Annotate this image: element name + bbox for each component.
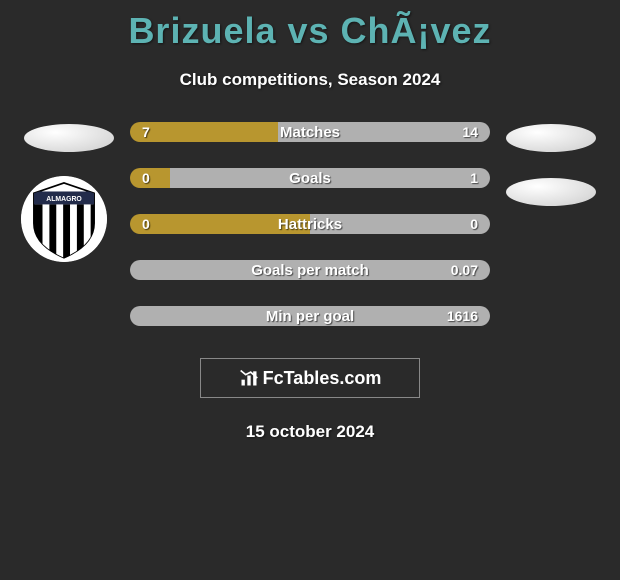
team-badge-almagro: ALMAGRO <box>21 176 107 262</box>
stat-value-right: 0.07 <box>451 262 478 278</box>
stat-row-matches: Matches7 14 <box>130 122 490 142</box>
stat-value-left: 7 <box>142 124 150 140</box>
svg-text:ALMAGRO: ALMAGRO <box>46 196 82 203</box>
stat-row-goals: Goals0 1 <box>130 168 490 188</box>
stats-bars: Matches714Goals01Hattricks00Goals per ma… <box>130 122 490 326</box>
stat-value-right: 14 <box>462 124 478 140</box>
stat-label: Min per goal <box>130 308 490 325</box>
brand-link[interactable]: FcTables.com <box>239 368 382 389</box>
almagro-badge-icon: ALMAGRO <box>21 176 107 262</box>
stat-value-left: 0 <box>142 216 150 232</box>
brand-box[interactable]: FcTables.com <box>200 358 420 398</box>
stat-value-left: 0 <box>142 170 150 186</box>
chart-icon <box>239 368 259 388</box>
stat-label: Hattricks <box>130 216 490 233</box>
brand-text: FcTables.com <box>263 368 382 389</box>
left-column <box>24 122 114 152</box>
subtitle: Club competitions, Season 2024 <box>0 70 620 90</box>
page-title: Brizuela vs ChÃ¡vez <box>0 0 620 52</box>
left-placeholder-logo-1 <box>24 124 114 152</box>
stat-label: Goals per match <box>130 262 490 279</box>
stat-row-min-per-goal: Min per goal1616 <box>130 306 490 326</box>
comparison-card: Brizuela vs ChÃ¡vez Club competitions, S… <box>0 0 620 580</box>
right-placeholder-logo-1 <box>506 124 596 152</box>
right-placeholder-logo-2 <box>506 178 596 206</box>
stat-row-hattricks: Hattricks0 0 <box>130 214 490 234</box>
stat-value-right: 1616 <box>447 308 478 324</box>
stat-value-right: 1 <box>470 170 478 186</box>
stat-label: Goals <box>130 170 490 187</box>
stat-row-goals-per-match: Goals per match0.07 <box>130 260 490 280</box>
right-column <box>506 122 596 206</box>
stat-value-right: 0 <box>470 216 478 232</box>
date-text: 15 october 2024 <box>0 422 620 442</box>
stat-label: Matches <box>130 124 490 141</box>
